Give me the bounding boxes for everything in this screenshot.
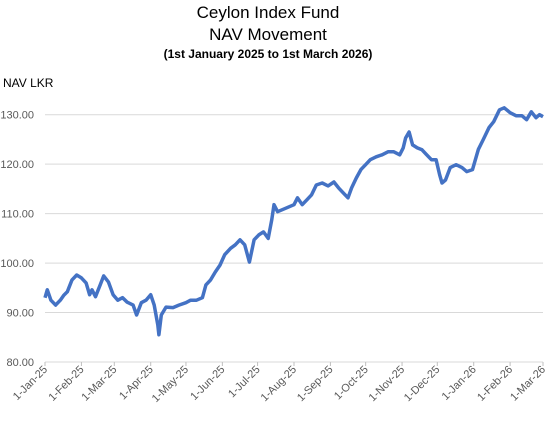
x-tick-label: 1-Mar-25 [79,364,119,404]
y-tick-label: 100.00 [0,258,34,270]
y-tick-label: 120.00 [0,159,34,171]
nav-line [43,106,544,337]
x-tick-label: 1-Jan-26 [440,364,479,403]
y-tick-label: 80.00 [6,357,34,369]
x-tick-label: 1-May-25 [150,364,191,405]
x-tick-label: 1-Jul-25 [226,364,263,401]
y-tick-label: 110.00 [1,209,34,221]
x-tick-label: 1-Mar-26 [508,364,548,404]
x-tick-label: 1-Oct-25 [332,364,371,403]
y-axis-label: NAV LKR [3,76,54,90]
chart-note: (1st January 2025 to 1st March 2026) [164,47,373,61]
x-tick-label: 1-Aug-25 [259,364,299,404]
x-tick-label: 1-Nov-25 [367,364,407,404]
y-tick-label: 90.00 [6,308,34,320]
chart-title: Ceylon Index Fund [197,3,340,22]
y-tick-label: 130.00 [0,110,34,122]
x-tick-label: 1-Jan-25 [11,364,50,403]
x-tick-label: 1-Sep-25 [295,364,335,404]
x-tick-label: 1-Jun-25 [188,364,227,403]
x-tick-label: 1-Dec-25 [402,364,442,404]
chart-subtitle: NAV Movement [209,25,327,44]
